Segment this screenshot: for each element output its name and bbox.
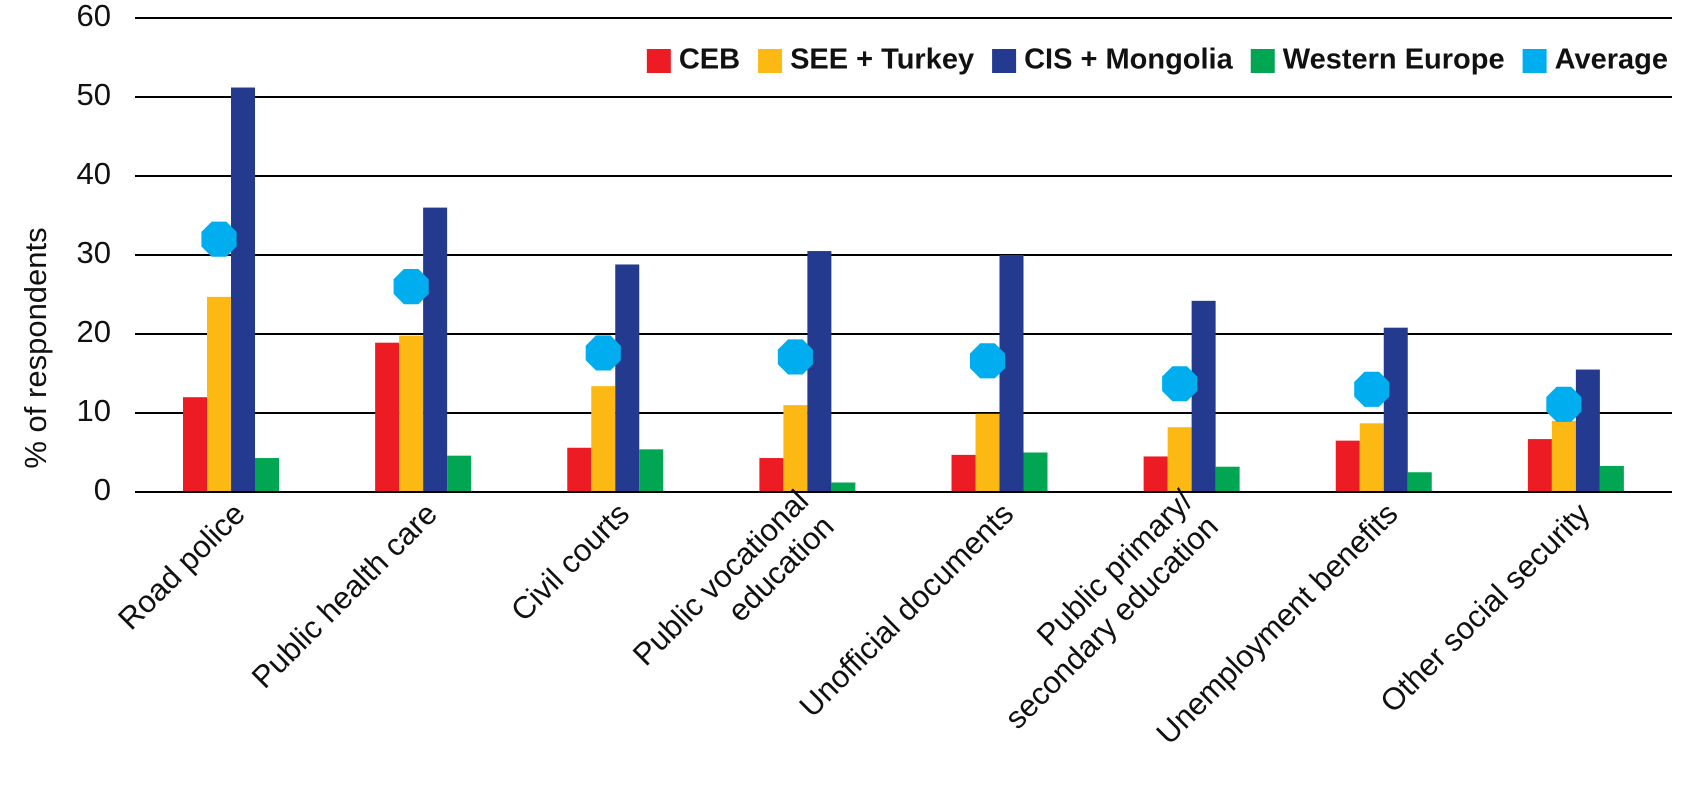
bar bbox=[1167, 427, 1192, 492]
legend-label: Average bbox=[1555, 44, 1668, 76]
bar bbox=[1599, 465, 1624, 492]
bar bbox=[951, 454, 976, 492]
bar bbox=[399, 335, 424, 492]
bar bbox=[591, 386, 616, 492]
bar bbox=[255, 458, 279, 492]
average-marker bbox=[1354, 371, 1390, 407]
y-axis-label: % of respondents bbox=[18, 227, 53, 468]
bar bbox=[447, 455, 472, 492]
bar bbox=[1215, 466, 1240, 492]
bar bbox=[759, 458, 784, 492]
x-tick-label: Public vocationaleducation bbox=[626, 483, 841, 698]
x-tick-label: Road police bbox=[111, 496, 252, 637]
average-marker bbox=[201, 221, 237, 257]
bar bbox=[639, 449, 664, 492]
average-marker bbox=[969, 343, 1006, 379]
bar bbox=[1407, 472, 1432, 492]
y-tick-label: 20 bbox=[77, 314, 111, 349]
bar bbox=[207, 296, 231, 492]
bar bbox=[831, 482, 856, 492]
legend-label: SEE + Turkey bbox=[790, 44, 974, 76]
bar bbox=[183, 397, 207, 492]
average-marker bbox=[777, 339, 813, 375]
y-tick-label: 40 bbox=[77, 156, 111, 191]
legend-label: Western Europe bbox=[1283, 44, 1505, 76]
x-tick-label: Public health care bbox=[245, 496, 444, 695]
y-tick-label: 50 bbox=[77, 77, 111, 112]
legend-swatch bbox=[1250, 49, 1275, 73]
y-tick-label: 0 bbox=[94, 472, 111, 507]
y-tick-label: 30 bbox=[77, 235, 111, 270]
average-marker bbox=[585, 335, 621, 371]
legend-swatch bbox=[646, 49, 671, 73]
average-marker bbox=[1546, 386, 1582, 422]
bar bbox=[1335, 440, 1360, 492]
bar bbox=[1575, 369, 1600, 492]
x-tick-label: Other social security bbox=[1373, 496, 1597, 720]
y-tick-label: 10 bbox=[77, 393, 111, 428]
bar bbox=[423, 207, 448, 492]
legend-swatch bbox=[758, 49, 783, 73]
bar bbox=[1527, 439, 1552, 492]
legend-swatch bbox=[1522, 49, 1547, 73]
bar bbox=[1383, 327, 1408, 492]
average-marker bbox=[1162, 366, 1198, 402]
legend-label: CEB bbox=[679, 44, 740, 76]
x-tick-label: Civil courts bbox=[504, 496, 636, 628]
bar bbox=[375, 342, 400, 492]
bar bbox=[783, 405, 808, 492]
bar bbox=[1143, 456, 1168, 492]
legend-label: CIS + Mongolia bbox=[1024, 44, 1234, 76]
bar bbox=[567, 447, 592, 492]
bar bbox=[1023, 452, 1048, 492]
bar bbox=[1551, 420, 1576, 492]
bar bbox=[1359, 423, 1384, 492]
bar bbox=[231, 87, 255, 493]
bar bbox=[975, 413, 1000, 492]
y-tick-label: 60 bbox=[77, 0, 111, 33]
average-marker bbox=[393, 269, 429, 305]
legend-swatch bbox=[992, 49, 1017, 73]
bar bbox=[999, 255, 1024, 492]
bar bbox=[1191, 300, 1216, 492]
bar bbox=[615, 264, 640, 492]
bar bbox=[807, 251, 832, 492]
